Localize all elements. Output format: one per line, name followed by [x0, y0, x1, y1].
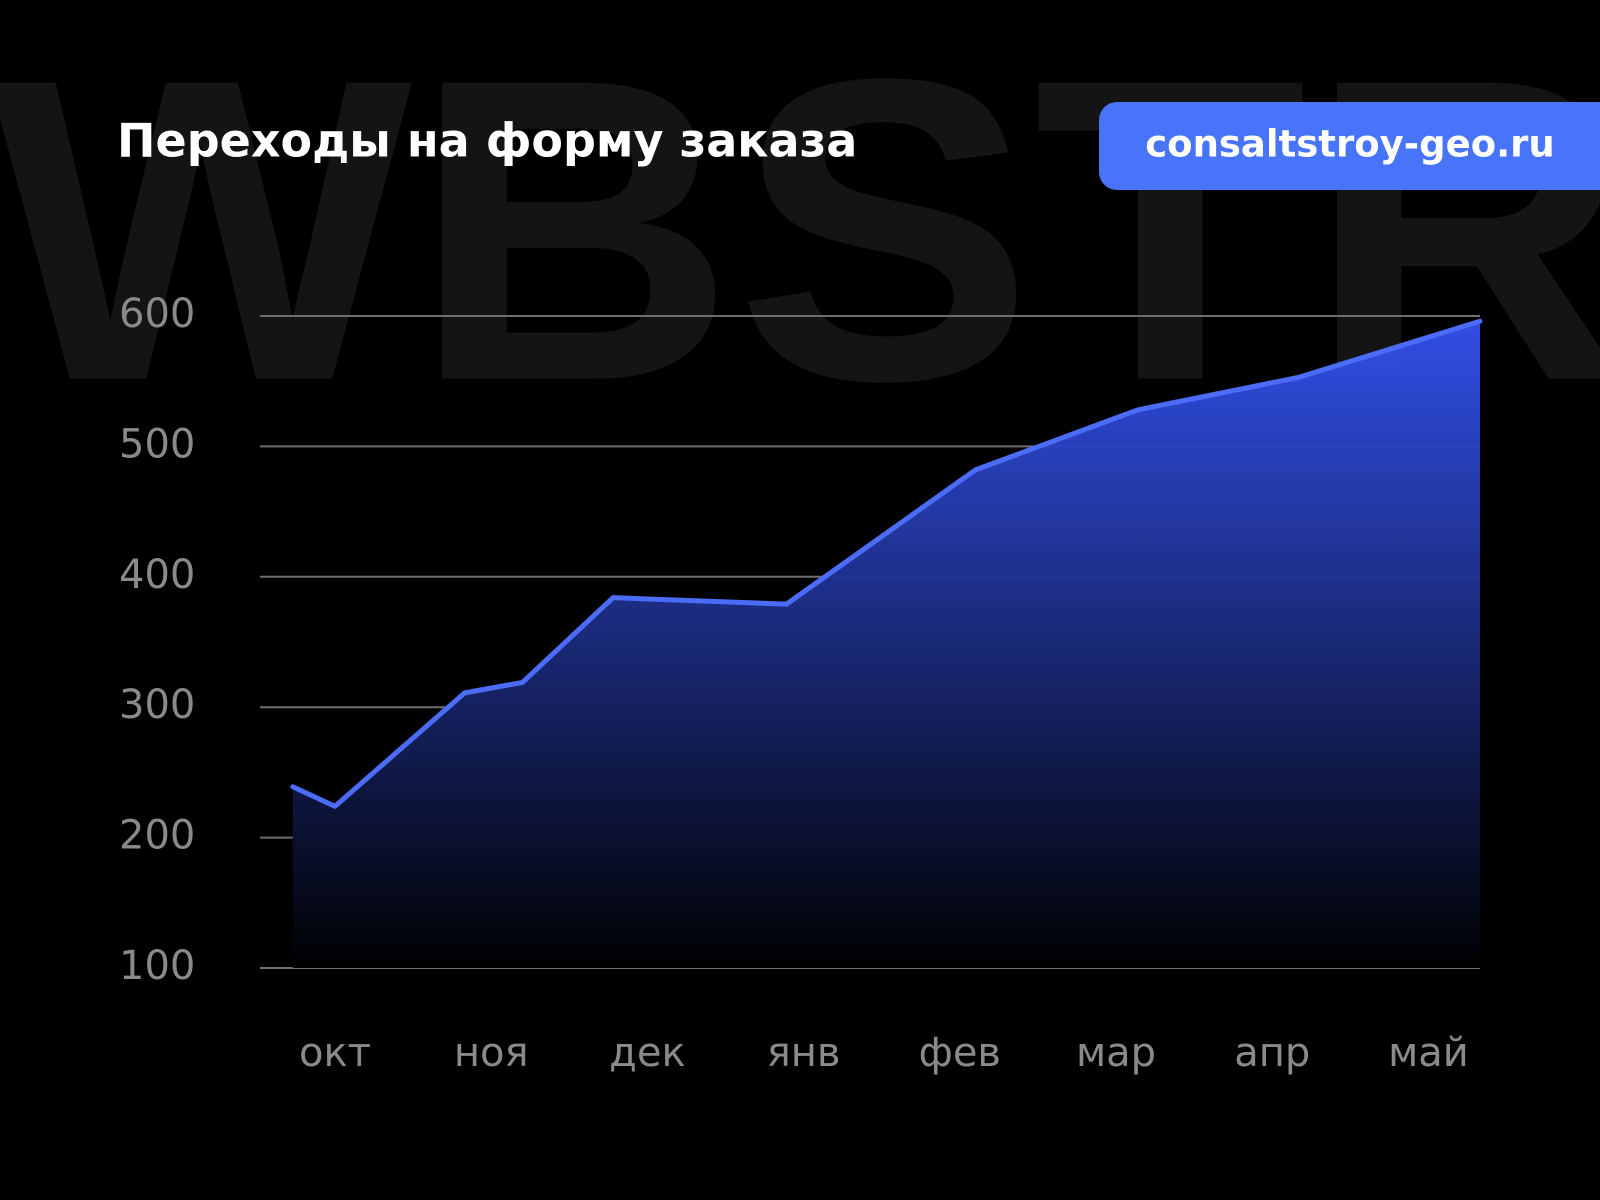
y-tick-label: 300 [119, 682, 195, 728]
y-tick-label: 600 [119, 291, 195, 337]
x-tick-label: окт [299, 1030, 371, 1076]
chart-title: Переходы на форму заказа [117, 114, 857, 168]
line [290, 318, 1483, 809]
badge-text[interactable]: consaltstroy-geo.ru [1145, 123, 1555, 166]
x-tick-label: дек [609, 1030, 685, 1076]
y-tick-label: 100 [119, 943, 195, 989]
y-tick-label: 200 [119, 813, 195, 859]
x-tick-label: ноя [454, 1030, 529, 1076]
x-tick-label: янв [767, 1030, 841, 1076]
plot: 100 200 300 400 500 600 окт ноя дек янв фев мар апр м… [119, 291, 1483, 1076]
x-tick-label: фев [919, 1030, 1001, 1076]
y-tick-label: 400 [119, 552, 195, 598]
x-tick-label: апр [1234, 1030, 1310, 1076]
x-tick-label: мар [1076, 1030, 1156, 1076]
badge[interactable] [1099, 102, 1600, 190]
area-fill [292, 321, 1481, 968]
y-tick-label: 500 [119, 421, 195, 467]
x-tick-label: май [1388, 1030, 1469, 1076]
